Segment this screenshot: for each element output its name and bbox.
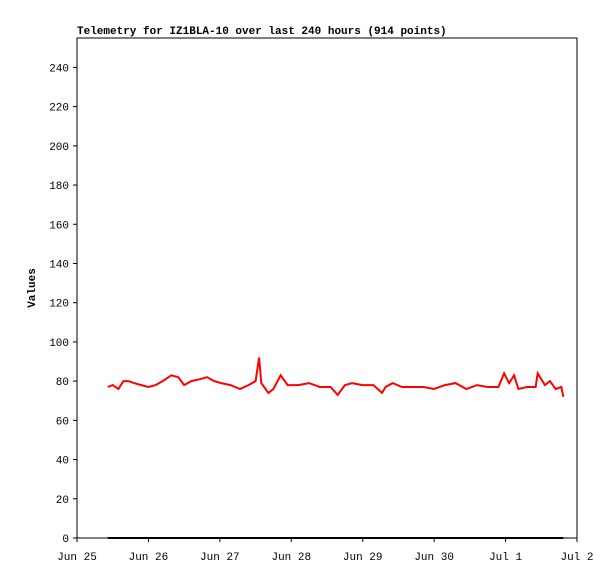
x-tick-label: Jul 2 <box>560 552 593 564</box>
x-tick-label: Jun 27 <box>200 552 240 564</box>
y-tick-label: 140 <box>49 259 69 271</box>
plot-frame <box>76 37 578 539</box>
y-tick-label: 100 <box>49 338 69 350</box>
x-tick-label: Jul 1 <box>489 552 522 564</box>
x-tick-label: Jun 26 <box>129 552 169 564</box>
y-tick-label: 40 <box>56 456 69 468</box>
y-tick-label: 120 <box>49 299 69 311</box>
y-tick-label: 60 <box>56 416 69 428</box>
x-tick-label: Jun 29 <box>343 552 383 564</box>
y-tick-label: 20 <box>56 495 69 507</box>
y-tick-label: 80 <box>56 377 69 389</box>
y-tick-label: 220 <box>49 103 69 115</box>
x-tick-label: Jun 28 <box>271 552 311 564</box>
chart-title: Telemetry for IZ1BLA-10 over last 240 ho… <box>77 26 447 38</box>
y-tick-label: 0 <box>62 534 69 546</box>
y-tick-label: 160 <box>49 220 69 232</box>
y-tick-label: 200 <box>49 142 69 154</box>
y-tick-label: 180 <box>49 181 69 193</box>
y-tick-label: 240 <box>49 63 69 75</box>
x-tick-label: Jun 25 <box>57 552 97 564</box>
x-tick-label: Jun 30 <box>414 552 454 564</box>
y-axis-label: Values <box>27 268 39 308</box>
series-line <box>107 357 565 398</box>
